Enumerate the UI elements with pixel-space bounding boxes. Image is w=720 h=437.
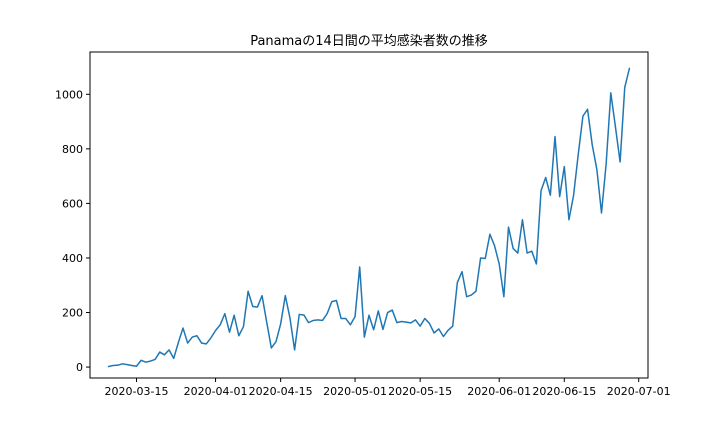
x-tick-label-2020-04-01: 2020-04-01 [184, 385, 248, 398]
series-line-0 [107, 67, 631, 368]
y-tick-label-800: 800 [62, 143, 83, 156]
y-tick-label-200: 200 [62, 307, 83, 320]
x-tick-label-2020-05-15: 2020-05-15 [388, 385, 452, 398]
y-tick-label-600: 600 [62, 197, 83, 210]
plot-frame [89, 51, 649, 379]
y-tick-label-1000: 1000 [55, 88, 83, 101]
x-tick-label-2020-07-01: 2020-07-01 [607, 385, 671, 398]
x-tick-label-2020-03-15: 2020-03-15 [105, 385, 169, 398]
y-tick-label-0: 0 [76, 361, 83, 374]
chart-title: Panamaの14日間の平均感染者数の推移 [250, 33, 488, 49]
x-tick-label-2020-06-01: 2020-06-01 [467, 385, 531, 398]
x-tick-label-2020-04-15: 2020-04-15 [249, 385, 313, 398]
y-tick-label-400: 400 [62, 252, 83, 265]
x-tick-label-2020-06-15: 2020-06-15 [532, 385, 596, 398]
x-tick-label-2020-05-01: 2020-05-01 [323, 385, 387, 398]
